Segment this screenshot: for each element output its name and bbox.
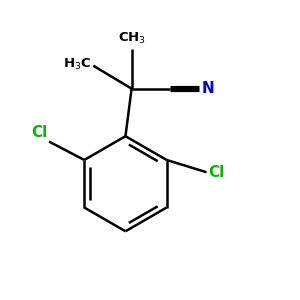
Text: Cl: Cl (208, 165, 224, 180)
Text: CH$_3$: CH$_3$ (118, 31, 146, 46)
Text: Cl: Cl (31, 125, 47, 140)
Text: H$_3$C: H$_3$C (62, 57, 91, 72)
Text: N: N (202, 81, 214, 96)
